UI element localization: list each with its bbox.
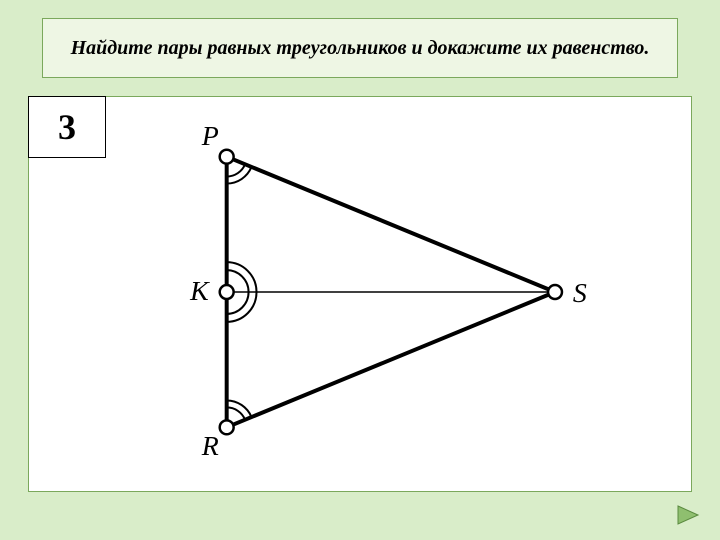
next-icon bbox=[674, 502, 702, 528]
problem-number-badge: 3 bbox=[28, 96, 106, 158]
svg-text:P: P bbox=[201, 121, 219, 152]
svg-text:R: R bbox=[201, 431, 219, 462]
geometry-diagram: P K R S bbox=[29, 97, 691, 491]
svg-text:K: K bbox=[189, 276, 210, 307]
title-text: Найдите пары равных треугольников и дока… bbox=[71, 36, 650, 61]
svg-text:S: S bbox=[573, 278, 587, 309]
problem-number: 3 bbox=[58, 106, 76, 148]
diagram-box: P K R S bbox=[28, 96, 692, 492]
next-button[interactable] bbox=[674, 502, 702, 528]
title-box: Найдите пары равных треугольников и дока… bbox=[42, 18, 678, 78]
slide: Найдите пары равных треугольников и дока… bbox=[0, 0, 720, 540]
